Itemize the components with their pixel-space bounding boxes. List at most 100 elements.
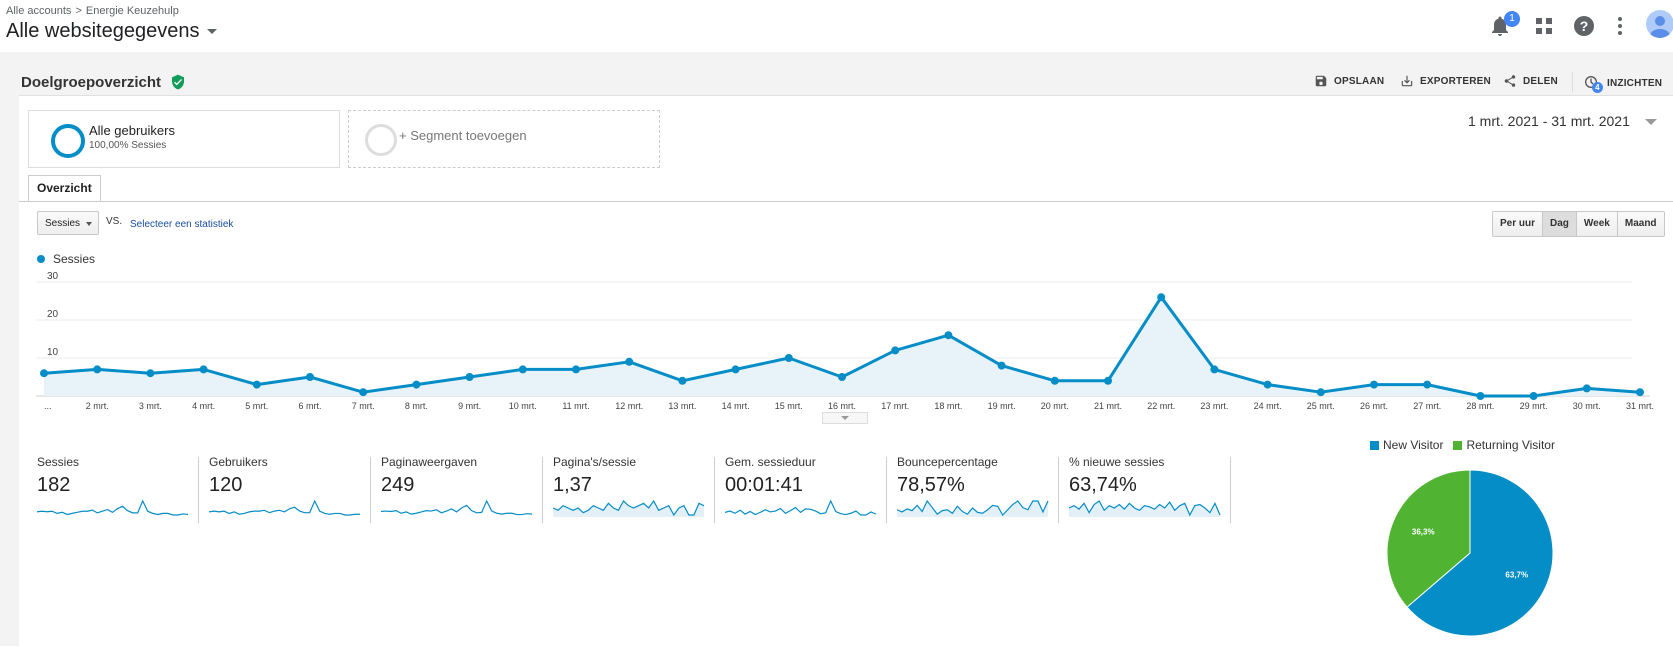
data-point [1582, 384, 1591, 393]
segment-all-users[interactable]: Alle gebruikers 100,00% Sessies [28, 110, 340, 168]
x-tick-label: 21 mrt. [1094, 401, 1122, 411]
x-tick-label: 10 mrt. [509, 401, 537, 411]
granularity-month[interactable]: Maand [1616, 212, 1664, 236]
pie-legend-new[interactable]: New Visitor [1370, 438, 1443, 452]
scorecard[interactable]: Gem. sessieduur 00:01:41 [725, 455, 885, 525]
date-range-caret-icon[interactable] [1645, 119, 1657, 125]
scorecard[interactable]: Sessies 182 [37, 455, 197, 525]
svg-text:?: ? [1580, 18, 1589, 34]
x-tick-label: 14 mrt. [722, 401, 750, 411]
pie-legend-returning[interactable]: Returning Visitor [1453, 438, 1555, 452]
more-vert-icon[interactable] [1608, 14, 1632, 38]
y-tick-label: 30 [47, 271, 59, 282]
scorecard[interactable]: Bouncepercentage 78,57% [897, 455, 1057, 525]
breadcrumb-item-accounts[interactable]: Alle accounts [6, 5, 72, 17]
legend-swatch [1370, 441, 1379, 451]
scorecard-divider [1230, 457, 1231, 523]
breadcrumb-separator: > [75, 5, 82, 17]
date-range-picker[interactable]: 1 mrt. 2021 - 31 mrt. 2021 [1468, 113, 1630, 129]
data-point [252, 380, 261, 389]
pie-legend: New Visitor Returning Visitor [1370, 438, 1555, 452]
sparkline-line [381, 499, 533, 516]
pie-slice [1386, 469, 1471, 608]
help-icon[interactable]: ? [1572, 14, 1596, 38]
caret-down-icon [207, 29, 218, 35]
data-point [93, 365, 102, 374]
x-tick-label: 15 mrt. [775, 401, 803, 411]
sparkline-area [553, 501, 704, 517]
sparkline-line [37, 499, 189, 516]
insights-count-badge: 4 [1592, 82, 1603, 93]
x-tick-label: 19 mrt. [988, 401, 1016, 411]
data-point [146, 369, 155, 378]
granularity-hourly[interactable]: Per uur [1493, 212, 1543, 236]
segment-ring-icon [51, 124, 85, 158]
share-icon [1504, 75, 1516, 87]
sparkline [37, 499, 189, 516]
scorecard[interactable]: Paginaweergaven 249 [381, 455, 541, 525]
x-tick-label: 6 mrt. [298, 401, 321, 411]
legend-swatch [37, 255, 45, 263]
x-tick-label: 26 mrt. [1360, 401, 1388, 411]
export-label: EXPORTEREN [1420, 75, 1491, 87]
data-point [1529, 392, 1538, 400]
x-tick-label: 13 mrt. [668, 401, 696, 411]
x-tick-label: 23 mrt. [1200, 401, 1228, 411]
x-tick-label: 22 mrt. [1147, 401, 1175, 411]
breadcrumb-item-account[interactable]: Energie Keuzehulp [85, 5, 179, 17]
data-point [1316, 388, 1325, 397]
scorecard-divider [714, 457, 715, 523]
data-point [1210, 365, 1219, 374]
add-segment-label: + Segment toevoegen [399, 128, 527, 143]
x-tick-label: 8 mrt. [405, 401, 428, 411]
property-selector[interactable]: Alle websitegegevens [6, 20, 218, 43]
add-segment-button[interactable]: + Segment toevoegen [348, 110, 660, 168]
scorecard[interactable]: Pagina's/sessie 1,37 [553, 455, 713, 525]
insights-label: INZICHTEN [1607, 77, 1663, 89]
sparkline [1069, 500, 1221, 517]
scorecard-label: Bouncepercentage [897, 455, 998, 469]
vs-label: VS. [106, 216, 123, 227]
granularity-day[interactable]: Dag [1542, 212, 1576, 236]
scorecard-divider [1058, 457, 1059, 523]
x-tick-label: 28 mrt. [1466, 401, 1494, 411]
metric-select[interactable]: Sessies [37, 211, 99, 235]
x-tick-label: 4 mrt. [192, 401, 215, 411]
x-tick-label: 5 mrt. [245, 401, 268, 411]
segment-percentage: 100,00% Sessies [89, 140, 167, 151]
scorecard-value: 63,74% [1069, 474, 1137, 496]
scorecard-value: 00:01:41 [725, 474, 803, 496]
data-point [1263, 380, 1272, 389]
save-button[interactable]: OPSLAAN [1314, 74, 1384, 88]
y-tick-label: 20 [47, 309, 59, 320]
data-point [1423, 380, 1432, 389]
avatar[interactable] [1646, 10, 1673, 38]
sessions-line-chart: 10 20 30... 2 mrt. 3 mrt. 4 mrt. 5 mrt. 6 mrt. 7… [36, 271, 1654, 411]
share-button[interactable]: DELEN [1503, 74, 1558, 88]
scorecard-label: Sessies [37, 455, 80, 469]
x-tick-label: 31 mrt. [1626, 401, 1654, 411]
data-point [572, 365, 580, 374]
metric-select-value: Sessies [45, 218, 81, 229]
granularity-week[interactable]: Week [1575, 212, 1617, 236]
apps-grid-icon[interactable] [1532, 14, 1556, 38]
series-area [44, 297, 1640, 396]
scorecard-value: 182 [37, 474, 71, 496]
sparkline [725, 499, 877, 516]
data-point [1476, 392, 1485, 400]
data-point [784, 354, 793, 362]
x-tick-label: 20 mrt. [1041, 401, 1069, 411]
export-button[interactable]: EXPORTEREN [1400, 74, 1491, 88]
x-tick-label: 27 mrt. [1413, 401, 1441, 411]
x-tick-label: 24 mrt. [1254, 401, 1282, 411]
legend-label[interactable]: Sessies [53, 252, 96, 266]
collapse-chart-handle[interactable] [822, 412, 868, 424]
tab-overview[interactable]: Overzicht [28, 175, 101, 201]
scorecard[interactable]: % nieuwe sessies 63,74% [1069, 455, 1229, 525]
data-point [412, 380, 421, 389]
data-point [678, 376, 687, 385]
scorecard[interactable]: Gebruikers 120 [209, 455, 369, 525]
select-metric-link[interactable]: Selecteer een statistiek [130, 219, 234, 230]
insights-button[interactable]: 4 INZICHTEN [1583, 74, 1663, 93]
x-tick-label: 25 mrt. [1307, 401, 1335, 411]
